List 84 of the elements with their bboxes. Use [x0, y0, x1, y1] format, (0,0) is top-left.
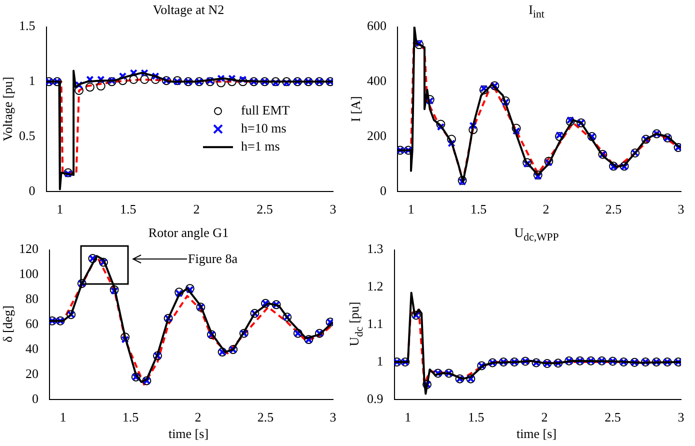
- y-tick-label: 200: [367, 128, 386, 143]
- y-tick-label: 0.5: [19, 128, 36, 143]
- legend-label: h=10 ms: [241, 120, 286, 136]
- point: [436, 123, 445, 131]
- point: [130, 69, 138, 77]
- y-tick-label: 100: [19, 266, 38, 282]
- y-tick-label: 1: [28, 73, 36, 88]
- y-tick-label: 60: [26, 316, 38, 332]
- point: [228, 74, 236, 82]
- x-tick-label: 1.5: [470, 202, 487, 217]
- chart-title: Voltage at N2: [152, 2, 226, 18]
- x-tick-label: 1: [60, 410, 66, 425]
- point: [217, 74, 225, 82]
- point: [150, 74, 160, 84]
- point: [152, 72, 160, 80]
- annotation: Figure 8a: [188, 251, 238, 267]
- y-tick-label: 1.3: [367, 241, 384, 256]
- y-tick-label: 1.2: [367, 278, 384, 294]
- x-axis-title: time [s]: [167, 426, 210, 442]
- x-tick-label: 2.5: [605, 202, 622, 217]
- y-axis-title: I [A]: [348, 96, 364, 122]
- x-tick-label: 2.5: [256, 202, 273, 217]
- point: [140, 74, 150, 84]
- y-tick-label: 0: [380, 182, 386, 198]
- x-tick-label: 1.5: [120, 202, 136, 217]
- point: [121, 336, 129, 344]
- x-tick-label: 2: [194, 410, 202, 425]
- point: [239, 76, 247, 84]
- x-tick-label: 1: [404, 410, 412, 425]
- x-tick-label: 2.5: [257, 410, 274, 425]
- point: [97, 76, 105, 84]
- y-tick-label: 40: [26, 340, 38, 356]
- point: [118, 72, 127, 80]
- y-tick-label: 0: [28, 182, 36, 198]
- point: [120, 332, 130, 342]
- point: [556, 131, 564, 139]
- chart-title: I$_{int}$: [528, 2, 544, 21]
- point: [129, 74, 138, 84]
- point: [96, 82, 106, 91]
- x-tick-label: 1: [408, 202, 414, 217]
- point: [75, 81, 83, 89]
- point: [448, 140, 456, 148]
- y-axis-title: δ [deg]: [0, 306, 16, 342]
- point: [85, 82, 94, 92]
- y-tick-label: 1: [376, 353, 384, 368]
- x-tick-label: 3: [678, 202, 684, 217]
- point: [227, 77, 236, 86]
- legend-label: full EMT: [241, 102, 290, 118]
- chart-title: Rotor angle G1: [147, 225, 230, 241]
- point: [512, 127, 520, 135]
- point: [447, 134, 456, 144]
- point: [436, 120, 446, 129]
- x-tick-label: 1: [56, 202, 64, 217]
- chart-title: U$_{dc,WPP}$: [514, 225, 559, 244]
- x-tick-label: 2: [193, 202, 200, 217]
- y-axis-title: Voltage [pu]: [0, 76, 16, 141]
- point: [140, 69, 148, 77]
- y-tick-label: 400: [367, 73, 386, 88]
- point: [238, 77, 248, 86]
- y-tick-label: 600: [367, 18, 386, 34]
- point: [512, 124, 521, 133]
- point: [468, 125, 478, 134]
- y-tick-label: 1.5: [19, 18, 36, 34]
- x-tick-label: 2.5: [604, 410, 621, 425]
- point: [555, 132, 564, 142]
- y-tick-label: 0: [32, 390, 38, 406]
- x-tick-label: 3: [330, 410, 336, 425]
- y-tick-label: 20: [26, 366, 38, 381]
- x-tick-label: 1.5: [122, 410, 139, 425]
- point: [118, 76, 128, 86]
- x-axis-title: time [s]: [515, 426, 558, 442]
- legend-label: h=1 ms: [241, 138, 280, 154]
- x-tick-label: 2: [542, 202, 550, 217]
- y-tick-label: 1.1: [367, 316, 384, 332]
- point: [74, 86, 84, 95]
- x-tick-label: 3: [678, 410, 684, 425]
- x-tick-label: 1.5: [468, 410, 484, 425]
- x-tick-label: 2: [541, 410, 548, 425]
- point: [86, 76, 94, 84]
- y-tick-label: 0.9: [367, 390, 384, 406]
- point: [469, 122, 477, 130]
- y-tick-label: 120: [19, 241, 38, 256]
- y-tick-label: 80: [26, 291, 38, 306]
- x-tick-label: 3: [330, 202, 336, 217]
